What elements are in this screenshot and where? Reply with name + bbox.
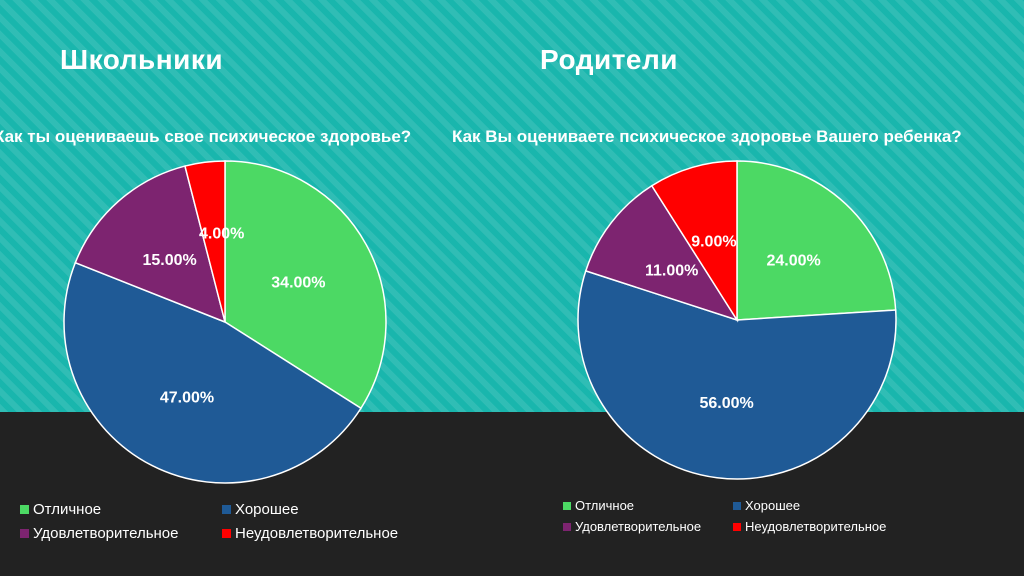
legend-swatch — [20, 505, 29, 514]
legend-label: Хорошее — [235, 501, 299, 518]
legend-item-satisfactory: Удовлетворительное — [563, 519, 701, 534]
pie-chart-students: 34.00% 47.00% 15.00%4.00% — [63, 160, 387, 484]
legend-item-unsatisfactory: Неудовлетворительное — [222, 525, 398, 542]
data-label-unsatisfactory: 9.00% — [691, 234, 736, 251]
legend-swatch — [563, 501, 571, 510]
legend-label: Удовлетворительное — [575, 519, 702, 534]
legend-item-excellent: Отличное — [20, 501, 101, 518]
pie-slice-good — [63, 261, 362, 484]
legend-swatch — [733, 522, 741, 531]
legend-label: Неудовлетворительное — [235, 525, 399, 542]
legend-item-satisfactory: Удовлетворительное — [20, 525, 179, 542]
panel-heading-parents: Родители — [540, 44, 678, 75]
data-label-good: 47.00% — [160, 390, 214, 407]
pie-slice-excellent — [224, 160, 387, 410]
legend-label: Неудовлетворительное — [745, 519, 887, 534]
pie-slice-good — [577, 269, 897, 480]
data-label-unsatisfactory: 4.00% — [199, 226, 244, 243]
legend-item-good: Хорошее — [222, 501, 299, 518]
pie-chart-parents: 24.00% 56.00% 11.00% 9.00% — [577, 160, 897, 480]
legend-item-unsatisfactory: Неудовлетворительное — [733, 519, 886, 534]
pie-slice-unsatisfactory — [650, 160, 738, 323]
panel-heading-students: Школьники — [60, 44, 224, 75]
pie-slice-unsatisfactory — [184, 160, 226, 323]
data-label-excellent: 24.00% — [766, 253, 820, 270]
legend-swatch — [222, 529, 231, 538]
pie-slice-satisfactory — [584, 184, 739, 322]
legend-item-good: Хорошее — [733, 498, 800, 513]
legend-label: Хорошее — [745, 498, 801, 513]
data-label-satisfactory: 15.00% — [142, 252, 196, 269]
pie-slice-excellent — [736, 160, 897, 321]
legend-label: Отличное — [575, 498, 635, 513]
data-label-good: 56.00% — [699, 395, 753, 412]
data-label-satisfactory: 11.00% — [645, 262, 698, 279]
legend-swatch — [20, 529, 29, 538]
data-label-excellent: 34.00% — [271, 275, 325, 292]
chart-title-students: Как ты оцениваешь свое психическое здоро… — [0, 127, 412, 146]
legend-item-excellent: Отличное — [563, 498, 634, 513]
legend-swatch — [733, 501, 741, 510]
legend-swatch — [563, 522, 571, 531]
pie-slice-satisfactory — [74, 165, 227, 324]
legend-swatch — [222, 505, 231, 514]
legend-label: Отличное — [33, 501, 102, 518]
chart-title-parents: Как Вы оцениваете психическое здоровье В… — [452, 127, 962, 146]
legend-label: Удовлетворительное — [33, 525, 179, 542]
